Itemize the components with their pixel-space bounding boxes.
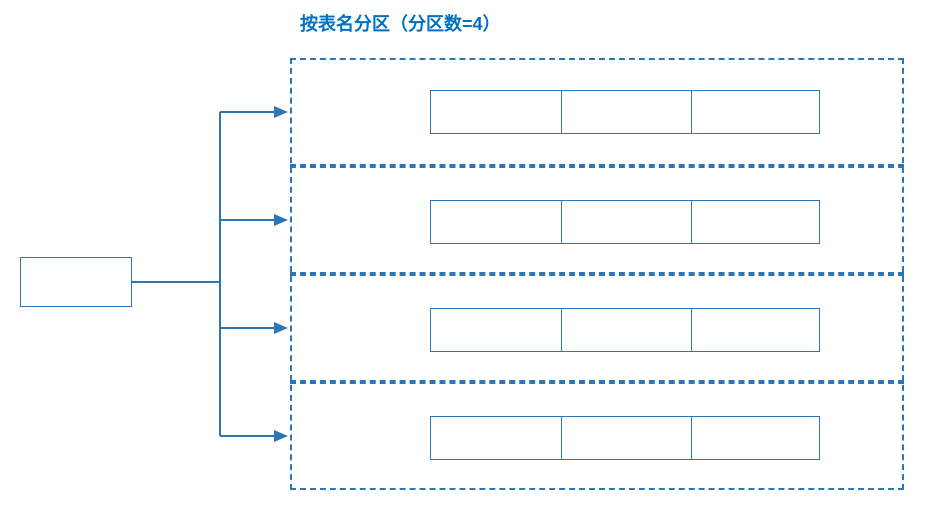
cell-divider [691, 309, 692, 351]
cell-divider [561, 309, 562, 351]
partition-inner-box [430, 416, 820, 460]
cell-divider [691, 91, 692, 133]
cell-divider [561, 201, 562, 243]
partition-row [290, 382, 904, 490]
partition-container [290, 58, 904, 490]
partition-row [290, 274, 904, 382]
cell-divider [691, 201, 692, 243]
partition-row [290, 58, 904, 166]
partition-row [290, 166, 904, 274]
cell-divider [561, 91, 562, 133]
partition-inner-box [430, 90, 820, 134]
cell-divider [561, 417, 562, 459]
partition-inner-box [430, 200, 820, 244]
cell-divider [691, 417, 692, 459]
partition-inner-box [430, 308, 820, 352]
